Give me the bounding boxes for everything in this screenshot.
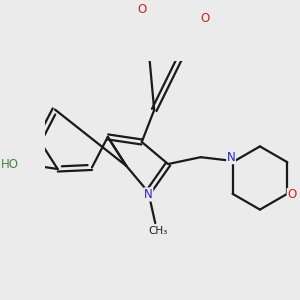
Text: N: N bbox=[144, 188, 153, 201]
Text: N: N bbox=[227, 151, 236, 164]
Text: CH₃: CH₃ bbox=[148, 226, 167, 236]
Text: O: O bbox=[287, 188, 296, 201]
Text: O: O bbox=[201, 12, 210, 25]
Text: O: O bbox=[137, 3, 146, 16]
Text: HO: HO bbox=[1, 158, 19, 171]
